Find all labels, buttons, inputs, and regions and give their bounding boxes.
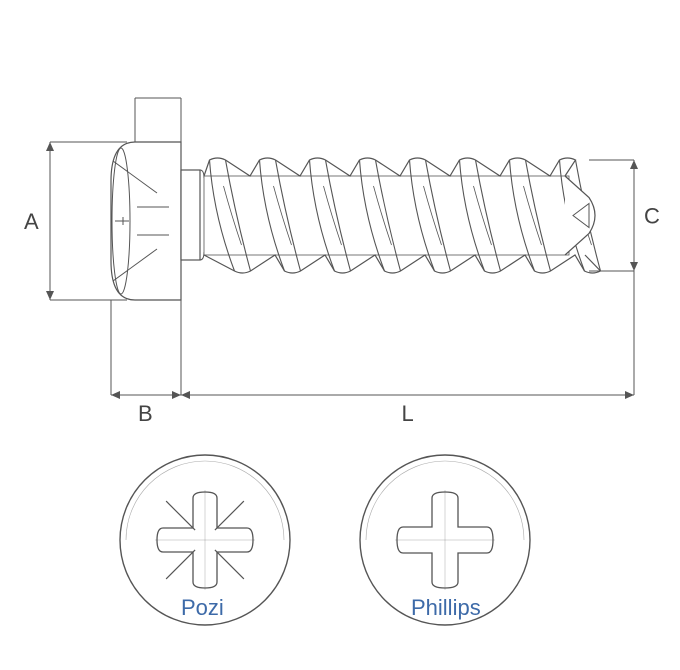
pozi-label: Pozi [181, 595, 224, 620]
dim-label-c: C [644, 204, 660, 229]
dim-label-l: L [402, 401, 414, 426]
dim-label-b: B [138, 401, 153, 426]
screw-technical-diagram: A C B L Pozi Phillips [0, 0, 680, 670]
drawing-group: A C B L Pozi Phillips [24, 98, 660, 625]
dim-label-a: A [24, 209, 39, 234]
phillips-label: Phillips [411, 595, 481, 620]
screw-collar [181, 170, 200, 260]
